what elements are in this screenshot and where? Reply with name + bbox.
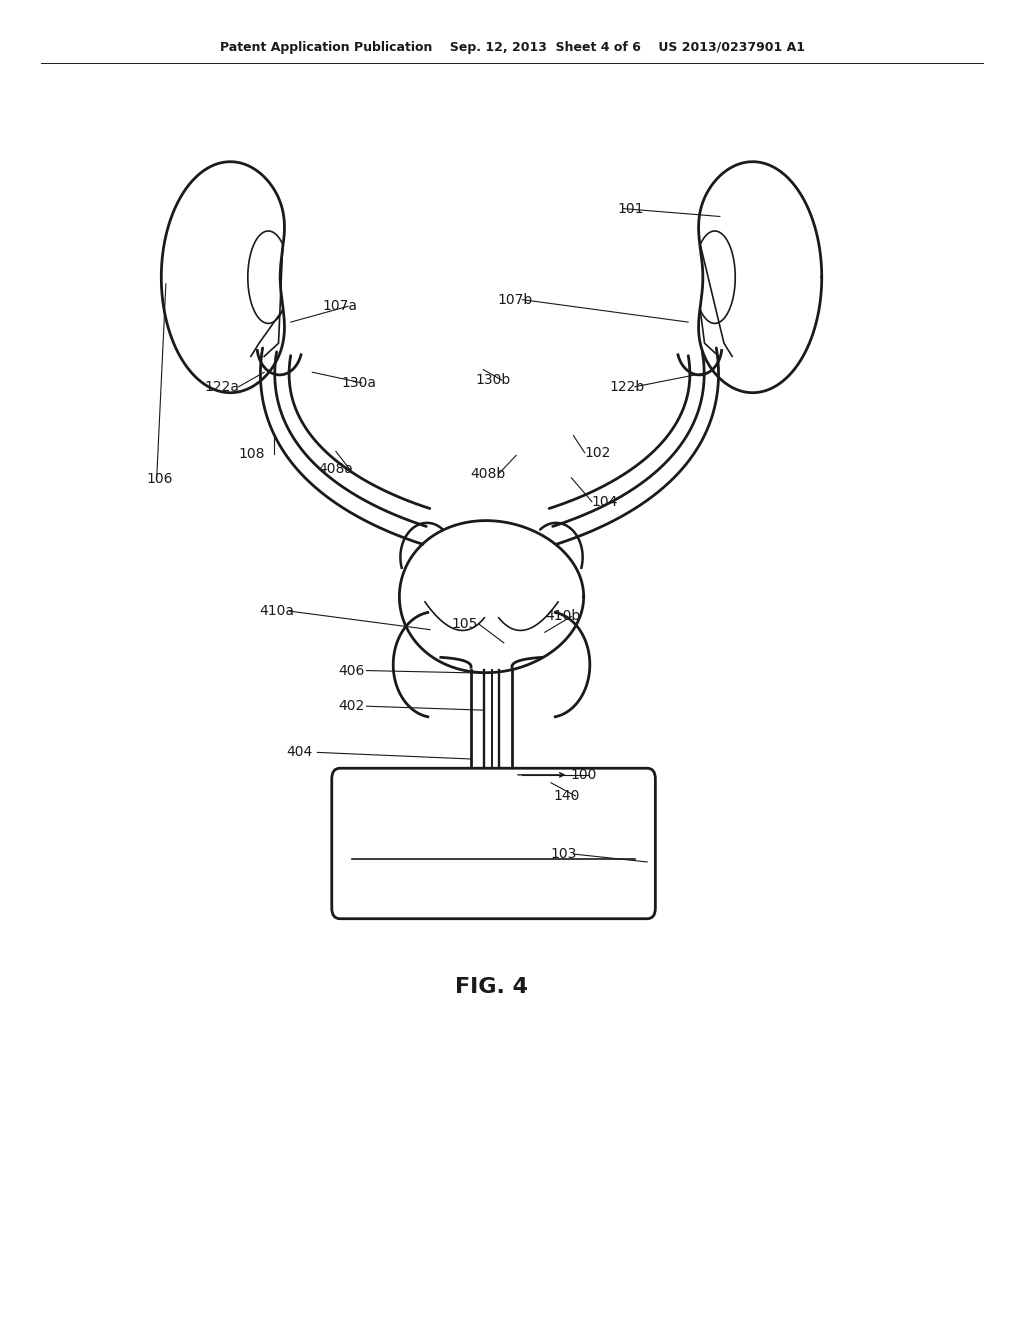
Text: 108: 108 — [239, 447, 265, 461]
Text: FIG. 4: FIG. 4 — [455, 977, 528, 998]
Text: 406: 406 — [338, 664, 365, 677]
Text: 408a: 408a — [318, 462, 353, 475]
Text: 107a: 107a — [323, 300, 357, 313]
Text: 106: 106 — [146, 473, 173, 486]
Text: Patent Application Publication    Sep. 12, 2013  Sheet 4 of 6    US 2013/0237901: Patent Application Publication Sep. 12, … — [219, 41, 805, 54]
Text: 101: 101 — [617, 202, 644, 215]
Text: 122a: 122a — [205, 380, 240, 393]
Text: 122b: 122b — [609, 380, 644, 393]
Text: 130b: 130b — [475, 374, 510, 387]
Text: 402: 402 — [338, 700, 365, 713]
FancyBboxPatch shape — [332, 768, 655, 919]
Text: 404: 404 — [287, 746, 313, 759]
Text: 140: 140 — [553, 789, 580, 803]
Text: 100: 100 — [570, 768, 597, 781]
Text: 410a: 410a — [259, 605, 294, 618]
Text: 103: 103 — [551, 847, 578, 861]
Text: 104: 104 — [592, 495, 618, 508]
Text: 130a: 130a — [341, 376, 376, 389]
Text: 102: 102 — [585, 446, 611, 459]
Text: 105: 105 — [452, 618, 478, 631]
Text: 410b: 410b — [546, 610, 581, 623]
Text: 107b: 107b — [498, 293, 532, 306]
Text: 408b: 408b — [470, 467, 505, 480]
